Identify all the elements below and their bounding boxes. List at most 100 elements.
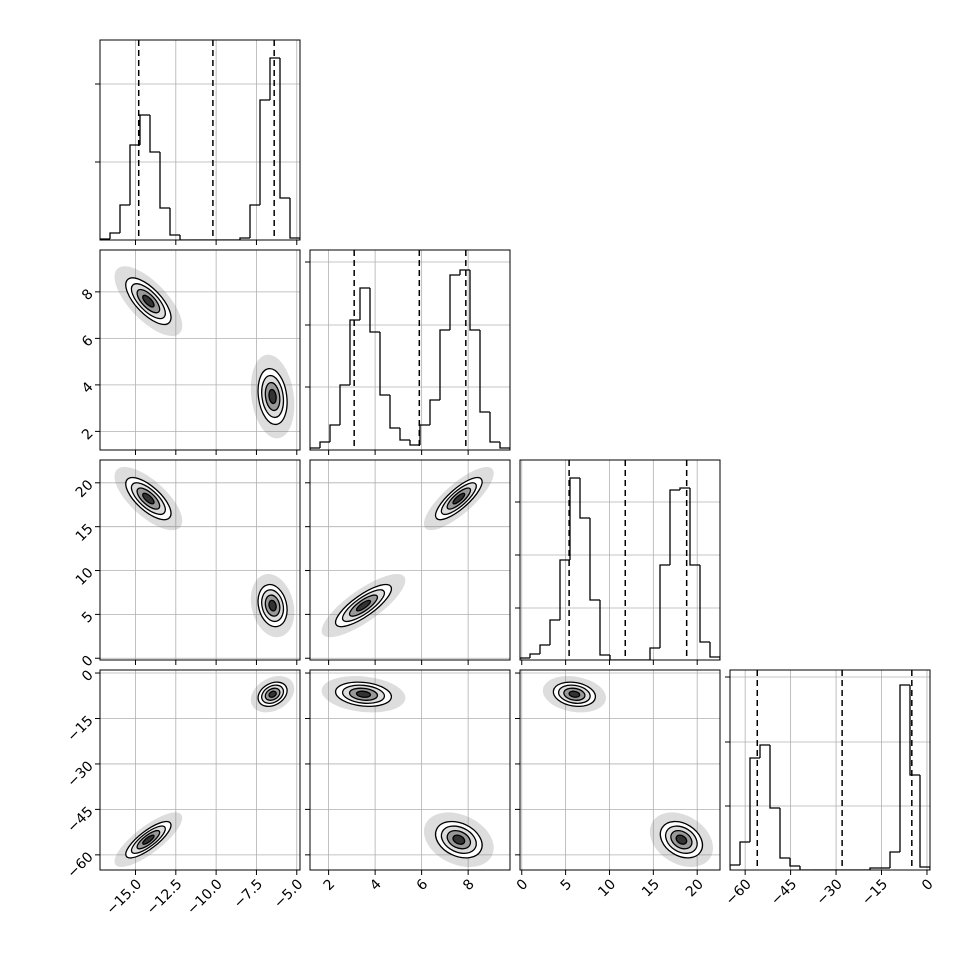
histogram-bin: [869, 867, 880, 870]
histogram-bin: [149, 115, 160, 153]
histogram-bin: [129, 144, 140, 205]
histogram-bin: [339, 384, 350, 425]
density-contour: [675, 834, 688, 845]
y-tick-label: −30: [64, 758, 96, 790]
histogram-bin: [599, 600, 610, 656]
x-tick-label: 20: [683, 876, 707, 900]
histogram-bin: [769, 745, 780, 809]
histogram-bin: [269, 57, 280, 100]
histogram-bin: [109, 232, 120, 239]
histogram-bin: [789, 858, 800, 867]
histogram-bin: [779, 808, 790, 859]
panel-frame: [99, 39, 301, 241]
histogram-bin: [489, 412, 500, 443]
y-tick-label: 15: [73, 521, 97, 545]
density-contour: [268, 388, 277, 405]
histogram-bin: [459, 269, 470, 275]
histogram-bin: [449, 274, 460, 330]
histogram-bin: [799, 866, 810, 870]
density-contour: [142, 492, 155, 505]
histogram-bin: [520, 657, 530, 660]
panel-frame: [99, 249, 301, 451]
x-tick-label: 2: [321, 876, 339, 894]
density-contour: [268, 599, 277, 612]
histogram-bin: [369, 288, 380, 333]
density-contour: [142, 294, 155, 308]
histogram-bin: [699, 565, 710, 643]
density-contour: [142, 834, 155, 845]
panel-frame: [99, 459, 301, 661]
histogram-bin: [529, 653, 540, 658]
histogram-bin: [479, 330, 490, 413]
histogram-bin: [649, 647, 660, 660]
x-tick-label: −15.0: [103, 876, 145, 918]
panel: [100, 250, 300, 450]
density-contour: [355, 690, 372, 698]
histogram-bin: [759, 744, 770, 758]
histogram-bin: [919, 775, 930, 870]
panel-frame: [99, 669, 301, 871]
panel-frame: [309, 249, 511, 451]
x-tick-label: −15: [859, 876, 891, 908]
histogram-bin: [589, 518, 600, 601]
y-tick-label: 2: [79, 426, 97, 444]
histogram-bin: [889, 851, 900, 868]
x-tick-label: 0: [919, 876, 937, 894]
histogram-bin: [569, 477, 580, 560]
histogram-bin: [310, 447, 320, 450]
histogram-bin: [749, 757, 760, 842]
x-tick-label: −45: [768, 876, 800, 908]
histogram-bin: [349, 319, 360, 385]
histogram-bin: [329, 424, 340, 442]
histogram-bin: [909, 685, 920, 776]
x-tick-label: 10: [595, 876, 619, 900]
histogram-bin: [289, 198, 300, 240]
x-tick-label: −5.0: [271, 876, 306, 911]
panel-frame: [519, 459, 721, 661]
panel: [310, 460, 510, 660]
panel: [520, 670, 720, 870]
histogram-bin: [279, 58, 290, 199]
histogram-bin: [259, 99, 270, 205]
panel-frame: [309, 669, 511, 871]
x-tick-label: 15: [639, 876, 663, 900]
x-tick-label: −60: [723, 876, 755, 908]
panel: [310, 250, 510, 450]
histogram-bin: [609, 655, 620, 660]
histogram-bin: [730, 864, 740, 870]
y-tick-label: −15: [64, 713, 96, 745]
panel-frame: [309, 459, 511, 661]
histogram-bin: [249, 204, 260, 238]
histogram-bin: [179, 235, 190, 240]
x-tick-label: 6: [414, 876, 432, 894]
y-tick-label: 0: [79, 667, 97, 685]
histogram-bin: [739, 841, 750, 865]
panel: [310, 670, 510, 870]
density-contour: [568, 690, 581, 698]
x-tick-label: −30: [814, 876, 846, 908]
histogram-bin: [679, 487, 690, 490]
y-tick-label: 8: [79, 286, 97, 304]
panel: [100, 40, 300, 240]
panel: [100, 670, 300, 870]
histogram-bin: [359, 287, 370, 320]
x-tick-label: −7.5: [231, 876, 266, 911]
panel-frame: [519, 669, 721, 871]
histogram-bin: [689, 488, 700, 566]
histogram-bin: [559, 559, 570, 620]
density-contour: [355, 599, 372, 612]
histogram-bin: [119, 204, 130, 233]
y-tick-label: −60: [64, 849, 96, 881]
histogram-bin: [499, 442, 510, 450]
histogram-bin: [389, 395, 400, 429]
histogram-bin: [159, 152, 170, 209]
panel: [520, 460, 720, 660]
histogram-bin: [409, 440, 420, 446]
histogram-bin: [709, 642, 720, 660]
histogram-bin: [429, 399, 440, 425]
histogram-bin: [539, 644, 550, 654]
panel: [730, 670, 930, 870]
panel: [100, 460, 300, 660]
x-tick-label: −12.5: [144, 876, 186, 918]
histogram-bin: [439, 329, 450, 400]
